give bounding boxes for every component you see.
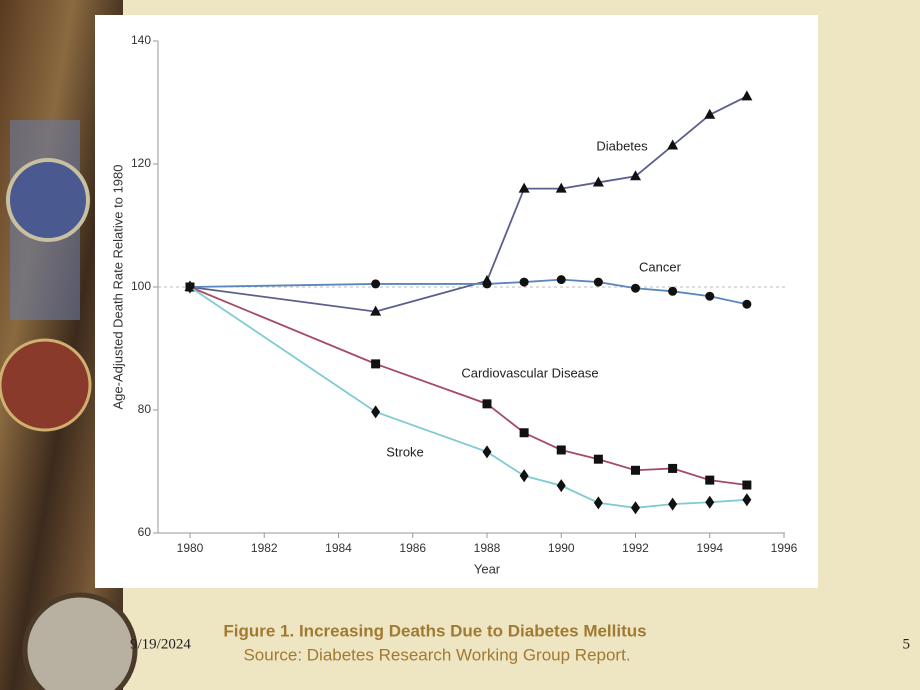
page-number: 5	[903, 636, 911, 652]
marker	[630, 170, 641, 181]
marker	[556, 445, 566, 455]
marker	[482, 399, 492, 409]
marker	[631, 283, 640, 293]
marker	[667, 139, 679, 150]
series-line	[189, 278, 748, 306]
x-tick-label: 1982	[251, 541, 278, 555]
marker	[556, 275, 566, 285]
chart: 60 80 100 120 140 1980 1982 1984 1986 1988 1990 199…	[131, 33, 798, 555]
marker	[705, 475, 715, 485]
marker	[519, 277, 529, 287]
x-tick-label: 1986	[399, 541, 426, 555]
series-label: Cardiovascular Disease	[461, 365, 598, 380]
marker	[482, 445, 492, 459]
series-label: Stroke	[386, 444, 424, 459]
medal	[0, 338, 92, 432]
y-tick-label: 120	[131, 156, 151, 170]
series-line	[189, 286, 747, 486]
marker	[371, 279, 381, 289]
caption: Figure 1. Increasing Deaths Due to Diabe…	[223, 621, 646, 640]
marker	[668, 286, 678, 296]
y-tick-label: 140	[131, 33, 151, 47]
marker	[742, 480, 752, 490]
marker	[371, 405, 381, 419]
x-tick-label: 1992	[622, 541, 649, 555]
marker	[593, 277, 603, 287]
y-tick-label: 100	[131, 279, 151, 293]
marker	[518, 182, 530, 193]
marker	[705, 495, 715, 509]
marker	[742, 493, 752, 507]
compass	[22, 592, 138, 690]
series-label: Diabetes	[596, 138, 648, 153]
x-tick-label: 1988	[474, 541, 501, 555]
marker	[593, 454, 603, 464]
marker	[741, 90, 753, 101]
marker	[556, 479, 566, 493]
x-axis-title: Year	[474, 561, 501, 576]
marker	[519, 428, 529, 438]
x-tick-label: 1984	[325, 541, 352, 555]
marker	[592, 176, 604, 187]
marker	[371, 359, 381, 369]
series-line	[189, 95, 748, 313]
marker	[704, 108, 716, 119]
source: Source: Diabetes Research Working Group …	[243, 645, 630, 664]
chart-panel	[95, 15, 818, 588]
marker	[631, 501, 640, 515]
marker	[631, 465, 640, 475]
marker	[668, 463, 678, 473]
x-tick-label: 1980	[177, 541, 204, 555]
y-tick-label: 60	[138, 525, 152, 539]
x-tick-label: 1990	[548, 541, 575, 555]
y-axis-title: Age-Adjusted Death Rate Relative to 1980	[110, 165, 125, 410]
marker	[593, 496, 603, 510]
x-tick-label: 1996	[771, 541, 798, 555]
x-tick-label: 1994	[696, 541, 723, 555]
marker	[668, 497, 678, 511]
date: 9/19/2024	[130, 636, 191, 652]
series-line	[189, 286, 747, 509]
y-tick-label: 80	[138, 402, 152, 416]
marker	[519, 469, 529, 483]
marker	[370, 305, 382, 316]
marker	[705, 291, 715, 301]
marker	[482, 279, 492, 289]
marker	[185, 280, 195, 294]
rosette	[6, 158, 90, 242]
series-label: Cancer	[639, 259, 682, 274]
marker	[742, 299, 752, 309]
marker	[555, 182, 567, 193]
